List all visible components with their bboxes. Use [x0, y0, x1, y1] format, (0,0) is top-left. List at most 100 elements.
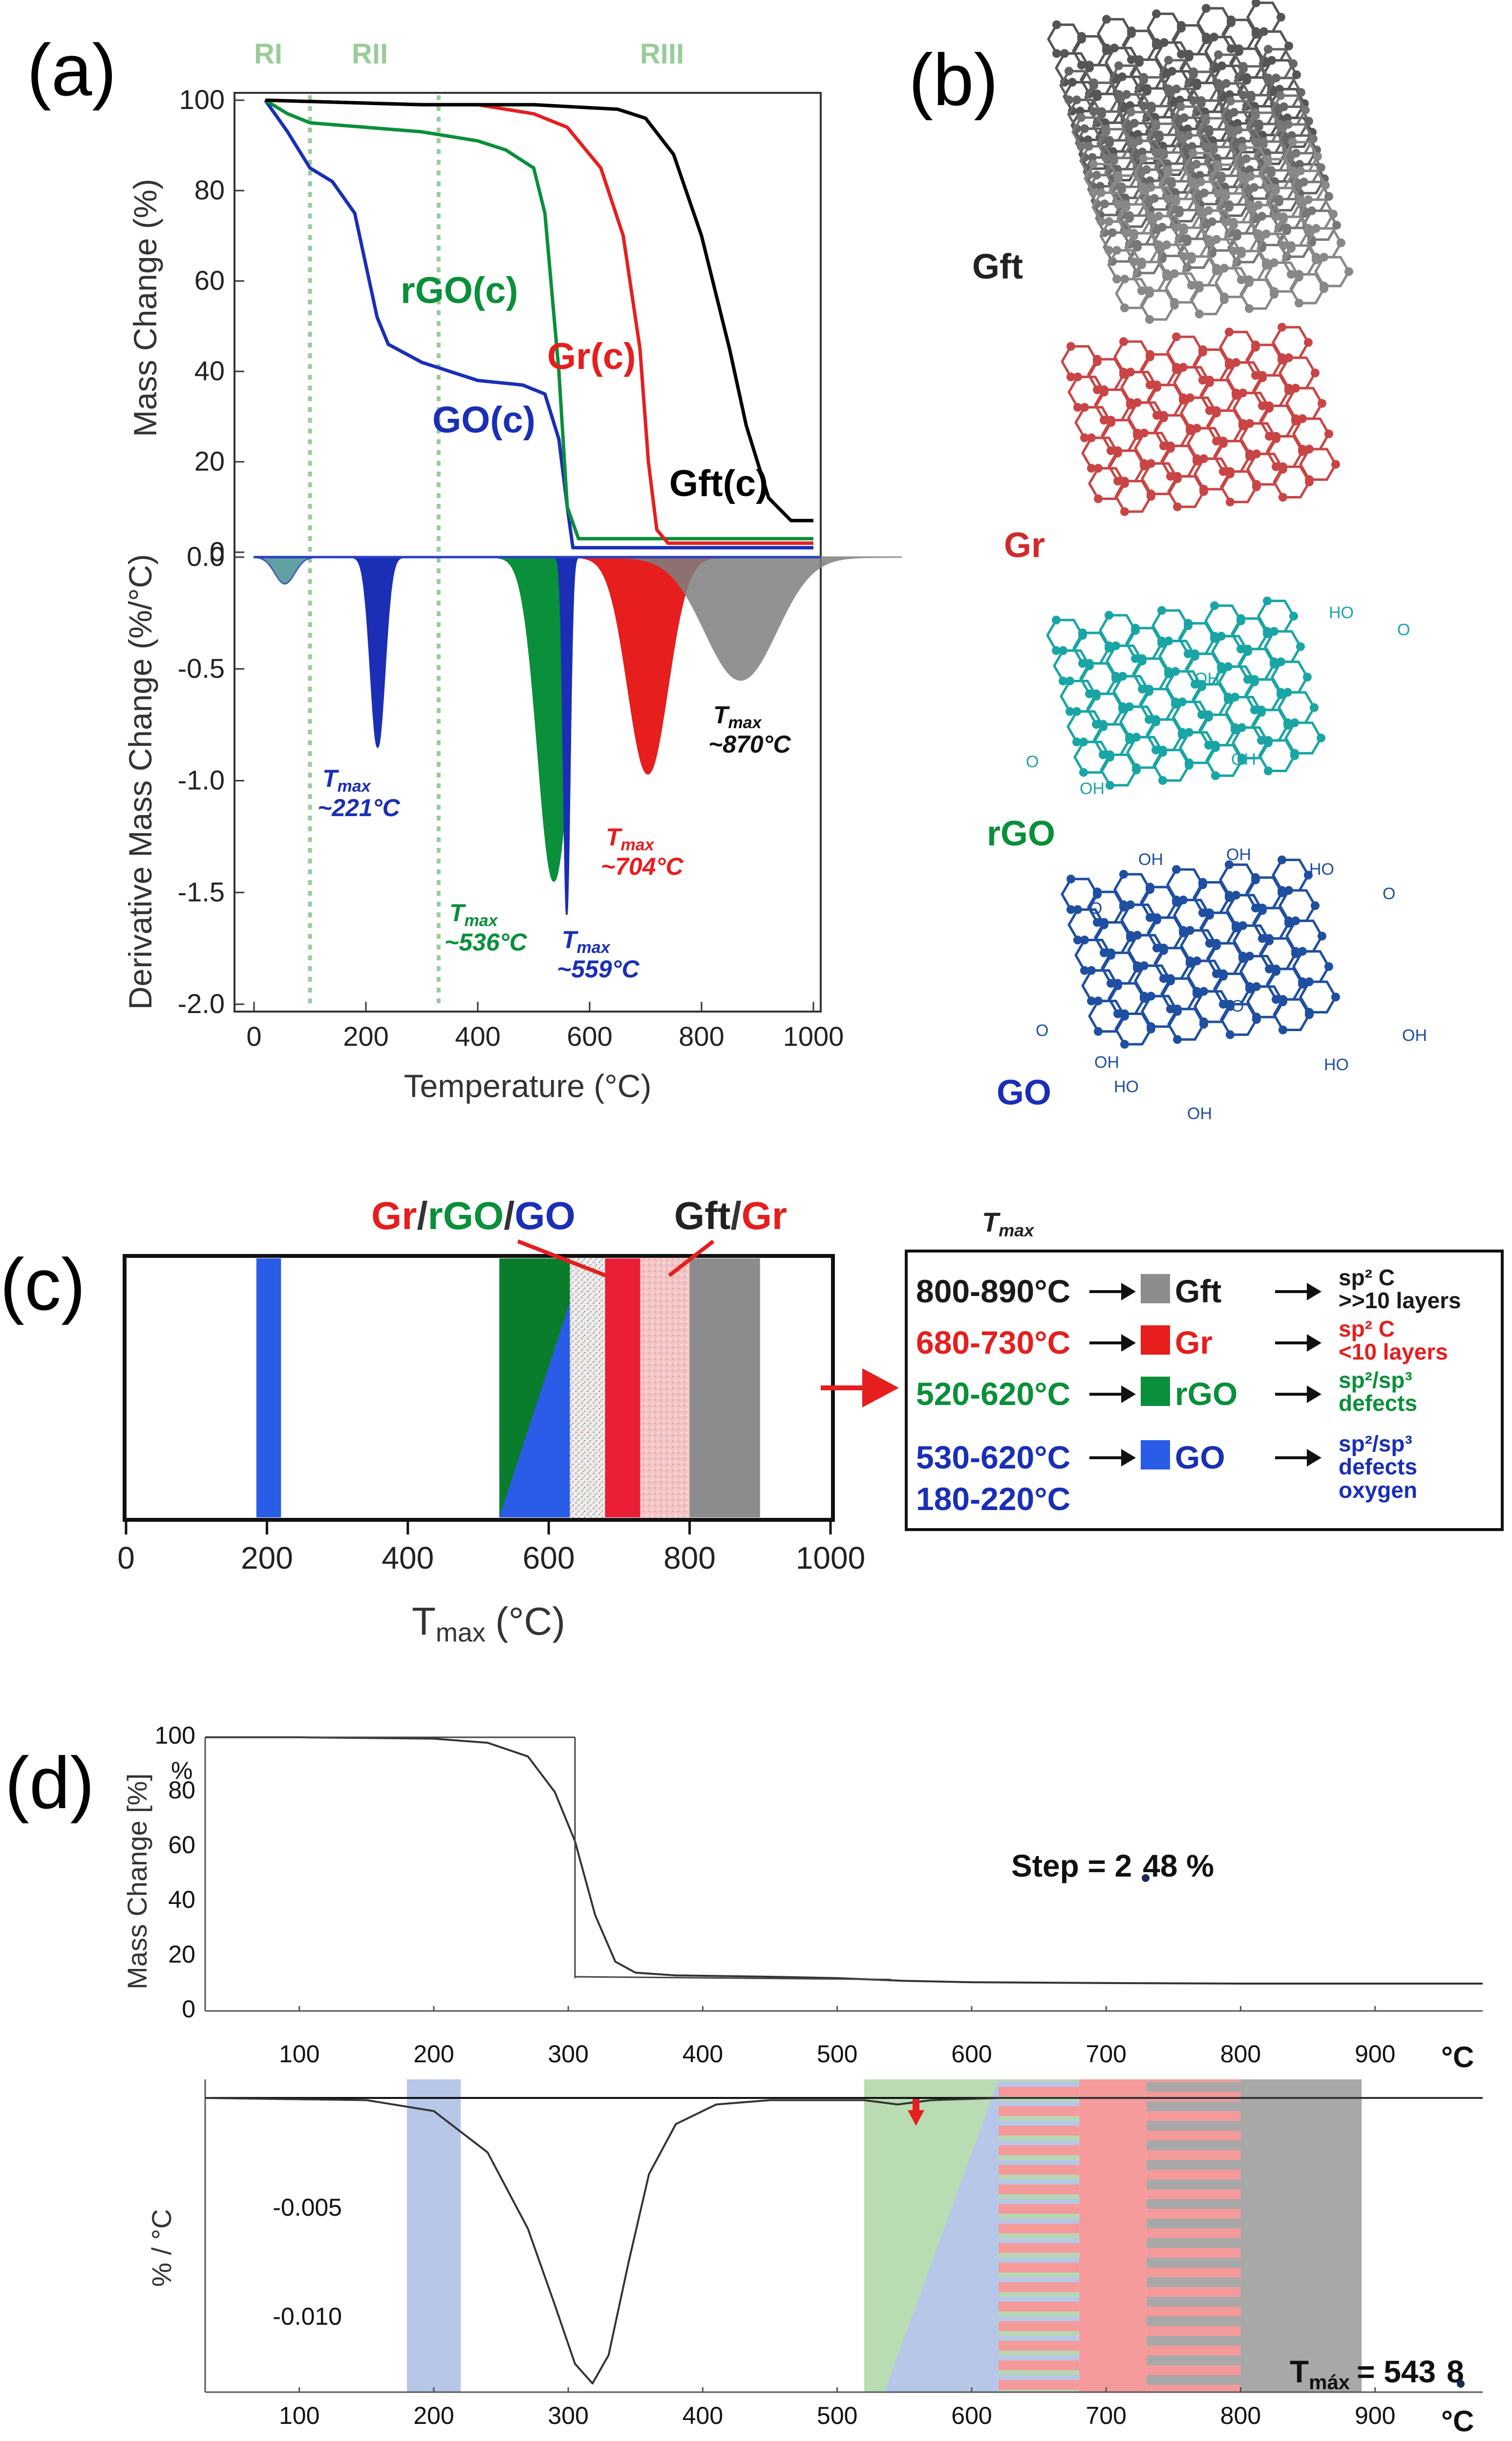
gft-layer3-atom — [1220, 263, 1229, 273]
go-atom — [1066, 905, 1075, 914]
gr-atom — [1126, 398, 1135, 407]
legend-arrow-icon — [862, 1368, 899, 1407]
gft-layer0-ring — [1203, 139, 1239, 171]
d-top-xtick: 200 — [413, 2040, 454, 2068]
rgo-atom — [1145, 685, 1153, 693]
gr-atom — [1245, 419, 1254, 428]
go-ring — [1299, 980, 1337, 1014]
gr-atom — [1179, 393, 1188, 402]
panel-a-frame — [234, 92, 822, 1013]
gft-layer3-atom — [1214, 160, 1222, 169]
gr-ring — [1061, 345, 1099, 378]
rgo-atom — [1132, 733, 1141, 742]
go-atom — [1212, 939, 1221, 948]
gr-atom — [1146, 350, 1154, 359]
go-atom — [1073, 905, 1082, 914]
gft-layer2-atom — [1184, 131, 1193, 140]
legend-gr-desc-2: <10 layers — [1339, 1339, 1448, 1364]
gft-layer0-atom — [1126, 101, 1134, 110]
gft-layer3-atom — [1214, 189, 1222, 198]
rgo-atom — [1204, 710, 1213, 719]
gr-atom — [1159, 411, 1168, 420]
go-atom — [1133, 930, 1142, 940]
go-atom — [1152, 944, 1161, 952]
gft-layer3-atom — [1120, 303, 1129, 312]
gr-atom — [1133, 398, 1142, 407]
legend-rgo-desc-2: defects — [1339, 1390, 1417, 1416]
d-band-mixed — [999, 2079, 1080, 2392]
gft-layer2-atom — [1183, 234, 1192, 243]
gft-layer1-atom — [1155, 130, 1164, 139]
ann-536-value: ~536°C — [445, 929, 528, 956]
gft-layer0-atom — [1233, 119, 1242, 128]
group-label-4: OH — [1080, 779, 1105, 798]
gft-layer2-atom — [1226, 125, 1235, 134]
gft-layer3-atom — [1114, 171, 1123, 180]
gft-layer3-atom — [1296, 166, 1305, 175]
gft-layer3-atom — [1162, 240, 1171, 249]
go-atom — [1258, 904, 1267, 913]
go-atom — [1272, 964, 1280, 973]
rgo-atom — [1217, 662, 1226, 671]
go-atom — [1252, 1013, 1261, 1022]
gft-layer3-ring — [1239, 279, 1276, 310]
gr-atom — [1173, 502, 1182, 512]
peak-0 — [345, 556, 410, 749]
gft-layer2-atom — [1109, 153, 1118, 163]
go-atom — [1245, 982, 1254, 991]
gft-layer2-atom — [1100, 199, 1109, 209]
d-top-xtick: 300 — [548, 2040, 588, 2068]
gr-atom — [1198, 345, 1207, 354]
go-atom — [1172, 865, 1181, 874]
go-atom — [1120, 1009, 1129, 1018]
gft-layer3-atom — [1221, 217, 1230, 227]
gft-layer1-atom — [1230, 108, 1238, 117]
ytick-label: 60 — [194, 265, 225, 296]
rgo-atom — [1099, 750, 1107, 759]
gft-layer0-atom — [1052, 20, 1061, 29]
gft-layer3-atom — [1122, 229, 1130, 238]
gft-layer3-atom — [1229, 246, 1238, 256]
go-atom — [1219, 969, 1228, 978]
go-atom — [1126, 900, 1135, 909]
rgo-atom — [1243, 645, 1252, 654]
gr-atom — [1107, 446, 1115, 455]
gft-layer2-ring — [1177, 238, 1214, 269]
gr-atom — [1093, 355, 1102, 364]
gft-layer0-atom — [1084, 135, 1092, 145]
gft-layer0-atom — [1252, 27, 1260, 36]
gr-atom — [1186, 424, 1194, 433]
gr-atom — [1198, 375, 1207, 385]
rgo-atom — [1164, 667, 1173, 676]
group-label-14: O — [1231, 997, 1244, 1015]
gft-layer3-atom — [1147, 183, 1155, 192]
panel-a-chart: RI RII RIII 0 20 40 60 80 100 0.0 -0.5 -1.0 -1.5… — [122, 38, 902, 1104]
go-atom — [1251, 904, 1260, 913]
ann-536-tmax: Tmax — [449, 899, 499, 930]
gr-atom — [1152, 411, 1161, 420]
rgo-atom — [1264, 736, 1273, 745]
group-label-17: HO — [1324, 1056, 1349, 1074]
ytick-label: -1.5 — [178, 876, 225, 907]
go-ring — [1113, 873, 1151, 906]
d-top-y-label: Mass Change [%] — [122, 1773, 152, 1989]
legend-gr-range: 680-730°C — [916, 1324, 1070, 1361]
d-top-xtick: 700 — [1086, 2040, 1127, 2068]
rgo-atom — [1158, 745, 1167, 755]
legend-gft-arrow-b-icon — [1307, 1283, 1321, 1300]
gr-ring — [1299, 448, 1337, 481]
rgo-atom — [1125, 733, 1134, 742]
gft-layer1-atom — [1139, 102, 1148, 111]
rgo-atom — [1151, 715, 1160, 724]
gft-layer2-atom — [1175, 205, 1184, 215]
gft-layer3-atom — [1220, 292, 1229, 302]
gr-atom — [1113, 446, 1122, 455]
rgo-atom — [1138, 654, 1147, 663]
temperature-x-ticks: 0 200 400 600 800 1000 — [246, 1002, 844, 1052]
d-bottom-xtick: 200 — [413, 2402, 454, 2429]
gft-layer0-atom — [1127, 55, 1136, 65]
go-atom — [1199, 1017, 1208, 1026]
gft-layer0-atom — [1235, 44, 1243, 53]
gft-layer1-atom — [1297, 88, 1305, 97]
gft-layer3-ring — [1140, 289, 1176, 321]
